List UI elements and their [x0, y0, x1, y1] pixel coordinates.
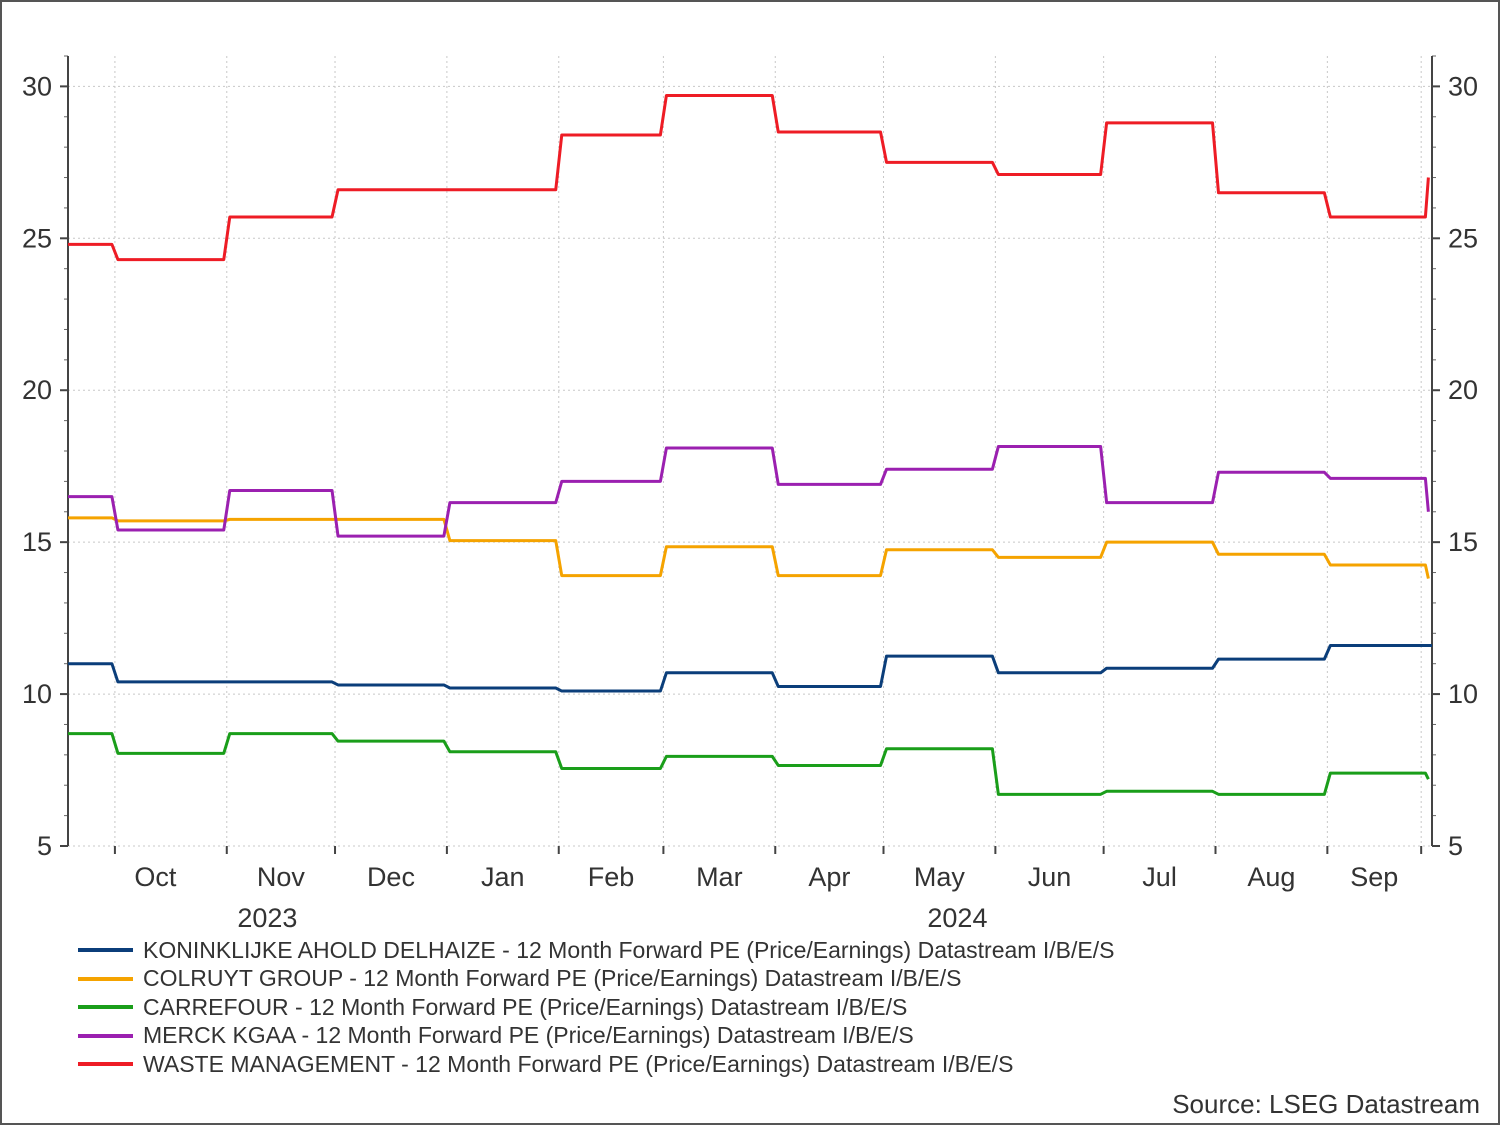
legend-label: WASTE MANAGEMENT - 12 Month Forward PE (…	[143, 1050, 1014, 1077]
x-tick-label: Apr	[808, 862, 850, 892]
x-tick-label: May	[914, 862, 966, 892]
x-tick-label: Oct	[134, 862, 177, 892]
y-tick-label-left: 10	[22, 679, 52, 709]
series-line	[68, 732, 1430, 796]
legend-swatch	[78, 1033, 133, 1038]
x-tick-label: Feb	[588, 862, 635, 892]
y-tick-label-left: 25	[22, 223, 52, 253]
series-line	[68, 94, 1430, 262]
x-tick-label: Aug	[1247, 862, 1295, 892]
legend-item: WASTE MANAGEMENT - 12 Month Forward PE (…	[78, 1050, 1114, 1079]
series-line	[68, 643, 1432, 693]
legend-swatch	[78, 1005, 133, 1010]
legend-item: MERCK KGAA - 12 Month Forward PE (Price/…	[78, 1022, 1114, 1051]
source-note: Source: LSEG Datastream	[1172, 1089, 1480, 1119]
y-tick-label-left: 30	[22, 71, 52, 101]
x-tick-label: Jul	[1142, 862, 1177, 892]
x-tick-label: Jun	[1028, 862, 1072, 892]
y-tick-label-right: 5	[1448, 831, 1463, 861]
legend-label: COLRUYT GROUP - 12 Month Forward PE (Pri…	[143, 965, 962, 992]
y-tick-label-right: 10	[1448, 679, 1478, 709]
y-tick-label-right: 15	[1448, 527, 1478, 557]
y-tick-label-left: 15	[22, 527, 52, 557]
legend-item: COLRUYT GROUP - 12 Month Forward PE (Pri…	[78, 965, 1114, 994]
x-year-label: 2023	[237, 903, 297, 933]
legend-swatch	[78, 976, 133, 981]
x-tick-label: Jan	[481, 862, 525, 892]
y-tick-label-left: 20	[22, 375, 52, 405]
y-tick-label-left: 5	[37, 831, 52, 861]
legend-item: CARREFOUR - 12 Month Forward PE (Price/E…	[78, 993, 1114, 1022]
x-tick-label: Dec	[367, 862, 415, 892]
y-tick-label-right: 30	[1448, 71, 1478, 101]
legend-label: KONINKLIJKE AHOLD DELHAIZE - 12 Month Fo…	[143, 936, 1115, 963]
y-tick-label-right: 25	[1448, 223, 1478, 253]
legend-swatch	[78, 1062, 133, 1067]
x-tick-label: Sep	[1350, 862, 1398, 892]
legend-item: KONINKLIJKE AHOLD DELHAIZE - 12 Month Fo…	[78, 936, 1114, 965]
legend-swatch	[78, 948, 133, 953]
x-tick-label: Nov	[257, 862, 306, 892]
y-tick-label-right: 20	[1448, 375, 1478, 405]
x-year-label: 2024	[927, 903, 987, 933]
legend: KONINKLIJKE AHOLD DELHAIZE - 12 Month Fo…	[78, 936, 1114, 1079]
x-tick-label: Mar	[696, 862, 743, 892]
legend-label: MERCK KGAA - 12 Month Forward PE (Price/…	[143, 1022, 914, 1049]
legend-label: CARREFOUR - 12 Month Forward PE (Price/E…	[143, 993, 908, 1020]
series-line	[68, 444, 1430, 538]
series-line	[68, 516, 1430, 579]
